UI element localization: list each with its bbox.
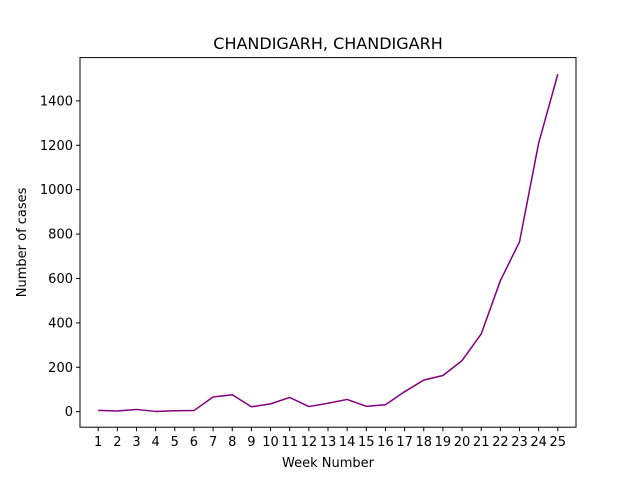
y-axis: 0 200 400 600 800 1000 1200 1400 bbox=[40, 94, 80, 420]
x-tick-label: 22 bbox=[492, 435, 509, 450]
x-tick-label: 17 bbox=[396, 435, 413, 450]
x-tick-label: 14 bbox=[339, 435, 356, 450]
x-tick-label: 23 bbox=[511, 435, 528, 450]
plot-frame bbox=[79, 57, 577, 428]
series-layer bbox=[98, 74, 559, 413]
x-tick-label: 25 bbox=[550, 435, 567, 450]
x-tick-label: 6 bbox=[190, 435, 198, 450]
x-axis: 1 2 3 4 5 6 7 8 9 10 11 12 13 14 15 16 17 18 19 20 21 22 23 24 2… bbox=[94, 427, 566, 450]
x-tick-label: 20 bbox=[454, 435, 471, 450]
x-tick-label: 5 bbox=[171, 435, 179, 450]
x-tick-label: 24 bbox=[530, 435, 547, 450]
x-tick-label: 8 bbox=[228, 435, 236, 450]
y-axis-label: Number of cases bbox=[15, 187, 30, 297]
series-line bbox=[98, 74, 559, 413]
x-tick-label: 10 bbox=[262, 435, 279, 450]
y-tick-label: 400 bbox=[48, 316, 73, 331]
x-tick-label: 15 bbox=[358, 435, 375, 450]
x-tick-label: 21 bbox=[473, 435, 490, 450]
y-tick-label: 0 bbox=[65, 405, 73, 420]
y-tick-label: 800 bbox=[48, 228, 73, 243]
x-tick-label: 19 bbox=[435, 435, 452, 450]
x-tick-label: 12 bbox=[301, 435, 318, 450]
y-tick-label: 1000 bbox=[40, 183, 73, 198]
x-tick-label: 4 bbox=[152, 435, 160, 450]
y-tick-label: 600 bbox=[48, 272, 73, 287]
x-tick-label: 2 bbox=[113, 435, 121, 450]
chart-title: CHANDIGARH, CHANDIGARH bbox=[213, 34, 442, 53]
y-tick-label: 1200 bbox=[40, 139, 73, 154]
x-tick-label: 3 bbox=[132, 435, 140, 450]
x-tick-label: 18 bbox=[415, 435, 432, 450]
y-tick-label: 200 bbox=[48, 361, 73, 376]
x-axis-label: Week Number bbox=[282, 456, 375, 471]
x-tick-label: 9 bbox=[247, 435, 255, 450]
x-tick-label: 13 bbox=[320, 435, 337, 450]
x-tick-label: 11 bbox=[281, 435, 298, 450]
x-tick-label: 7 bbox=[209, 435, 217, 450]
y-tick-label: 1400 bbox=[40, 94, 73, 109]
x-tick-label: 1 bbox=[94, 435, 102, 450]
x-tick-label: 16 bbox=[377, 435, 394, 450]
